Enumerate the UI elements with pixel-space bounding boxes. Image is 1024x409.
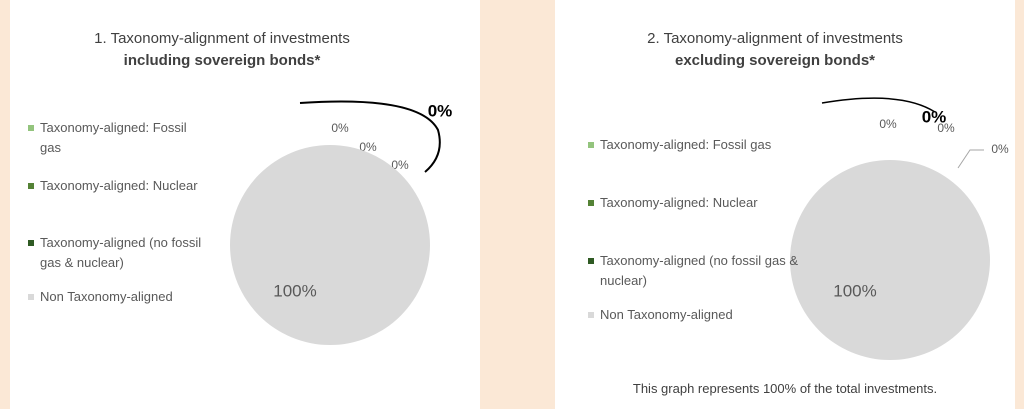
legend-swatch [28, 240, 34, 246]
legend-label: Taxonomy-aligned: Fossil gas [600, 137, 772, 152]
legend-item: Non Taxonomy-aligned [28, 287, 210, 307]
legend-item: Taxonomy-aligned: Nuclear [588, 193, 800, 213]
data-label: 0% [879, 117, 897, 131]
leader-line [957, 149, 984, 169]
legend-swatch [28, 294, 34, 300]
annotation-arc [299, 100, 441, 173]
legend-swatch [28, 183, 34, 189]
legend-swatch [588, 200, 594, 206]
annotation: 0% [428, 101, 453, 120]
legend-label: Taxonomy-aligned (no fossil gas & nuclea… [600, 253, 798, 288]
legend-swatch [588, 258, 594, 264]
legend-item: Taxonomy-aligned: Fossil gas [28, 118, 210, 158]
legend-label: Non Taxonomy-aligned [600, 307, 733, 322]
legend-label: Taxonomy-aligned: Nuclear [600, 195, 758, 210]
data-label: 0% [331, 121, 349, 135]
legend-item: Taxonomy-aligned: Fossil gas [588, 135, 800, 155]
chart-title: 1. Taxonomy-alignment of investments [94, 30, 350, 47]
legend-item: Taxonomy-aligned (no fossil gas & nuclea… [28, 233, 210, 273]
legend-item: Taxonomy-aligned (no fossil gas & nuclea… [588, 251, 800, 291]
legend-label: Non Taxonomy-aligned [40, 289, 173, 304]
data-label: 0% [359, 140, 377, 154]
legend-swatch [588, 142, 594, 148]
legend-label: Taxonomy-aligned: Fossil gas [40, 120, 187, 155]
data-label: 100% [273, 281, 316, 300]
legend-item: Non Taxonomy-aligned [588, 305, 800, 325]
pie-slice [230, 145, 430, 345]
data-label: 0% [991, 142, 1009, 156]
chart-subtitle: excluding sovereign bonds* [674, 52, 876, 69]
annotation-arc [821, 97, 936, 113]
chart-subtitle: including sovereign bonds* [123, 52, 321, 69]
footnote: This graph represents 100% of the total … [632, 381, 938, 396]
legend-item: Taxonomy-aligned: Nuclear [28, 176, 210, 196]
data-label: 0% [391, 158, 409, 172]
legend-swatch [28, 125, 34, 131]
annotation: 0% [922, 107, 947, 126]
chart-title: 2. Taxonomy-alignment of investments [647, 30, 903, 47]
data-label: 100% [833, 281, 876, 300]
pie-slice [790, 160, 990, 360]
legend-label: Taxonomy-aligned (no fossil gas & nuclea… [40, 235, 202, 270]
legend-swatch [588, 312, 594, 318]
data-label: 0% [937, 121, 955, 135]
legend-label: Taxonomy-aligned: Nuclear [40, 178, 198, 193]
